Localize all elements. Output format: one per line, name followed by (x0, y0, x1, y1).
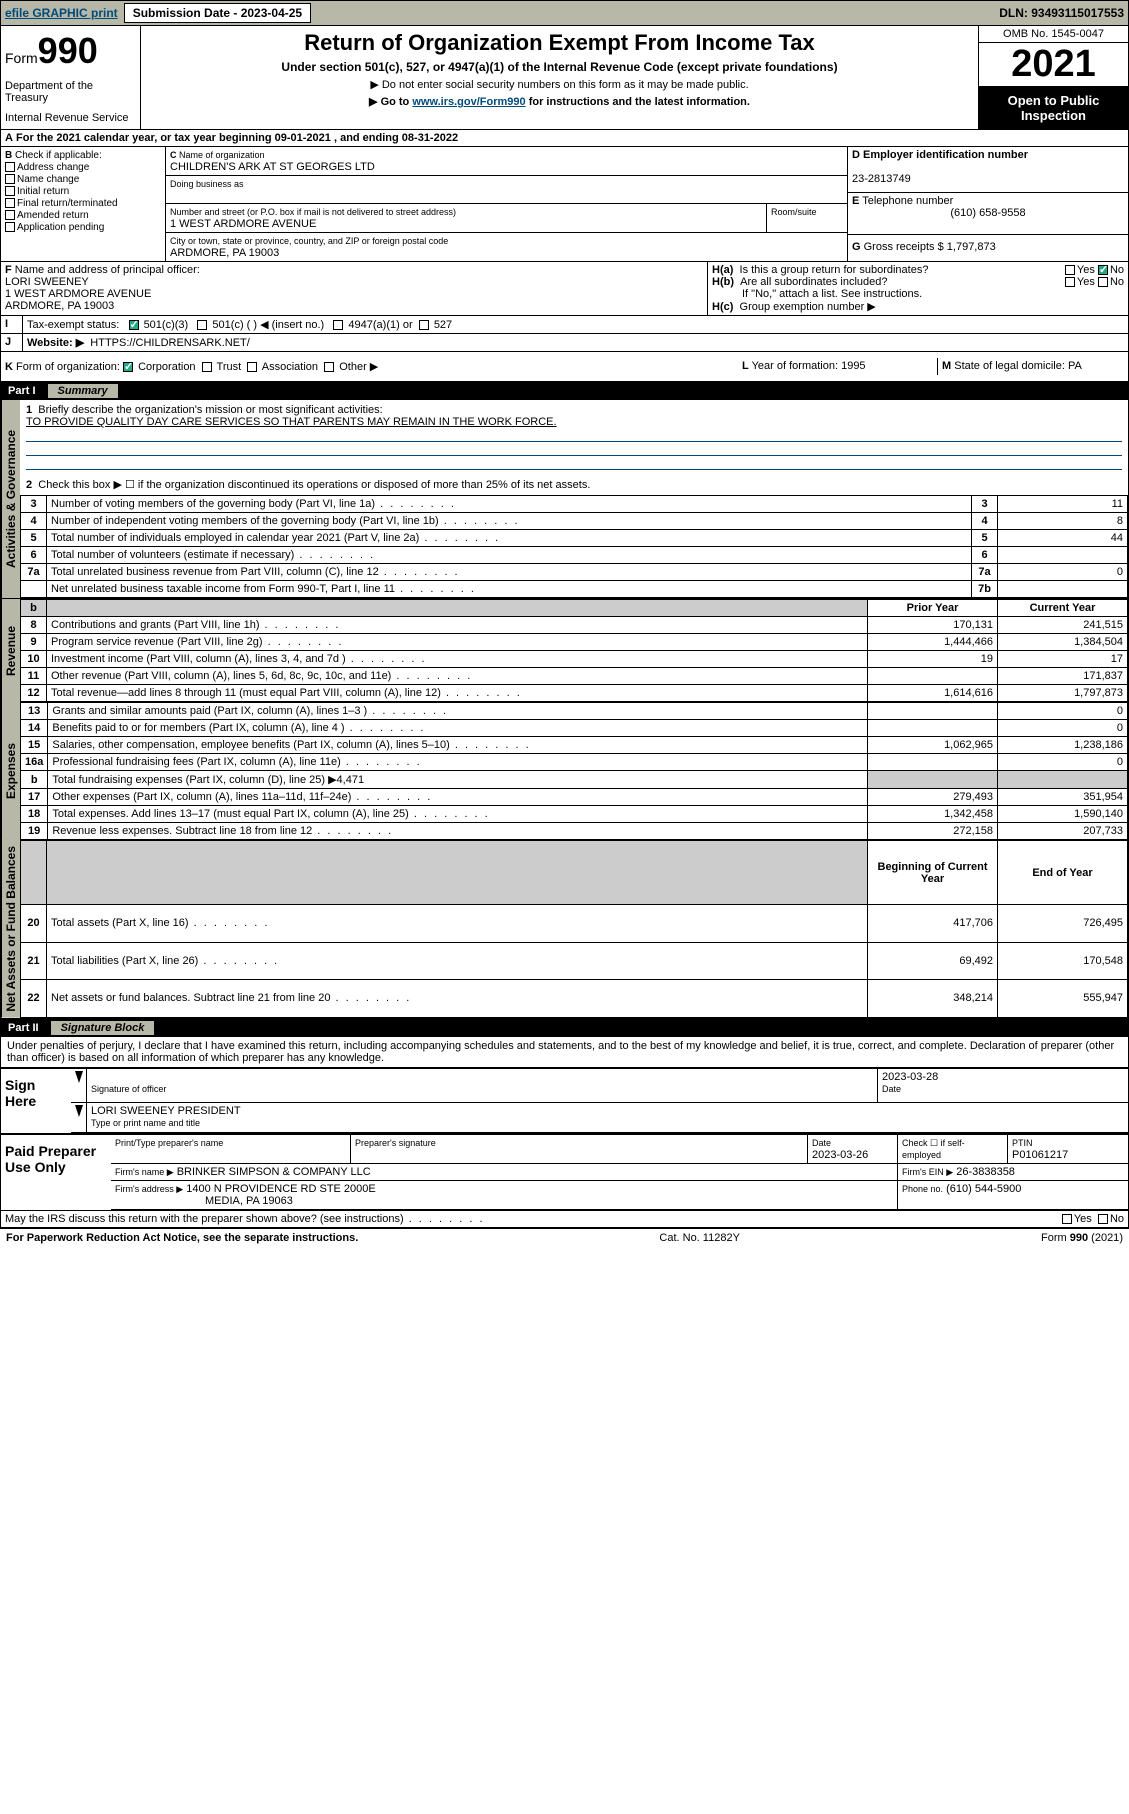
table-row: bTotal fundraising expenses (Part IX, co… (21, 771, 1128, 789)
irs-label: Internal Revenue Service (5, 112, 136, 124)
gov-table: 3Number of voting members of the governi… (20, 495, 1128, 598)
table-row: 10Investment income (Part VIII, column (… (21, 651, 1128, 668)
table-row: 14Benefits paid to or for members (Part … (21, 720, 1128, 737)
arrow-icon (75, 1105, 83, 1117)
tab-revenue: Revenue (1, 599, 20, 702)
org-street: 1 WEST ARDMORE AVENUE (170, 218, 316, 230)
line-klm: K Form of organization: Corporation Trus… (0, 352, 1129, 382)
page-footer: For Paperwork Reduction Act Notice, see … (0, 1228, 1129, 1247)
ein: 23-2813749 (852, 173, 911, 185)
tab-governance: Activities & Governance (1, 400, 20, 598)
gross-receipts: 1,797,873 (947, 241, 996, 253)
officer-group-block: F Name and address of principal officer:… (0, 262, 1129, 316)
website-url[interactable]: HTTPS://CHILDRENSARK.NET/ (90, 337, 250, 349)
table-row: 6Total number of volunteers (estimate if… (21, 547, 1128, 564)
tab-expenses: Expenses (1, 702, 20, 840)
phone: (610) 658-9558 (852, 207, 1124, 219)
table-row: 11Other revenue (Part VIII, column (A), … (21, 668, 1128, 685)
part2-header: Part II Signature Block (0, 1019, 1129, 1037)
org-info-block: B Check if applicable: Address change Na… (0, 147, 1129, 262)
irs-link[interactable]: www.irs.gov/Form990 (412, 96, 525, 108)
line-j-website: J Website: ▶ HTTPS://CHILDRENSARK.NET/ (0, 334, 1129, 352)
open-public: Open to Public Inspection (979, 87, 1128, 129)
officer-printed: LORI SWEENEY PRESIDENT (91, 1105, 241, 1117)
mission-text: TO PROVIDE QUALITY DAY CARE SERVICES SO … (26, 416, 557, 428)
table-row: 22Net assets or fund balances. Subtract … (21, 980, 1128, 1018)
form-subtitle: Under section 501(c), 527, or 4947(a)(1)… (145, 60, 974, 74)
paid-preparer-block: Paid Preparer Use Only Print/Type prepar… (0, 1134, 1129, 1211)
table-row: 8Contributions and grants (Part VIII, li… (21, 617, 1128, 634)
table-row: 13Grants and similar amounts paid (Part … (21, 703, 1128, 720)
table-row: 9Program service revenue (Part VIII, lin… (21, 634, 1128, 651)
omb-number: OMB No. 1545-0047 (979, 26, 1128, 43)
top-bar: efile GRAPHIC print Submission Date - 20… (0, 0, 1129, 26)
line-a-period: A For the 2021 calendar year, or tax yea… (0, 130, 1129, 147)
part1-header: Part I Summary (0, 382, 1129, 400)
netassets-table: Beginning of Current Year End of Year 20… (20, 840, 1128, 1018)
note-ssn: ▶ Do not enter social security numbers o… (145, 78, 974, 91)
tab-netassets: Net Assets or Fund Balances (1, 840, 20, 1018)
revenue-table: b Prior Year Current Year 8Contributions… (20, 599, 1128, 702)
officer-name: LORI SWEENEY (5, 276, 89, 288)
table-row: 17Other expenses (Part IX, column (A), l… (21, 789, 1128, 806)
org-name: CHILDREN'S ARK AT ST GEORGES LTD (170, 161, 375, 173)
table-row: 5Total number of individuals employed in… (21, 530, 1128, 547)
tax-year: 2021 (979, 43, 1128, 87)
expenses-table: 13Grants and similar amounts paid (Part … (20, 702, 1128, 840)
table-row: 19Revenue less expenses. Subtract line 1… (21, 823, 1128, 840)
table-row: Net unrelated business taxable income fr… (21, 581, 1128, 598)
form-header: Form990 Department of the Treasury Inter… (0, 26, 1129, 130)
table-row: 18Total expenses. Add lines 13–17 (must … (21, 806, 1128, 823)
table-row: 15Salaries, other compensation, employee… (21, 737, 1128, 754)
firm-name: BRINKER SIMPSON & COMPANY LLC (177, 1166, 371, 1178)
box-b: B Check if applicable: Address change Na… (1, 147, 166, 261)
efile-label[interactable]: efile GRAPHIC print (5, 6, 118, 20)
form-number: Form990 (5, 30, 136, 72)
table-row: 20Total assets (Part X, line 16)417,7067… (21, 905, 1128, 943)
table-row: 3Number of voting members of the governi… (21, 496, 1128, 513)
table-row: 12Total revenue—add lines 8 through 11 (… (21, 685, 1128, 702)
table-row: 4Number of independent voting members of… (21, 513, 1128, 530)
sign-here-block: Sign Here Signature of officer 2023-03-2… (0, 1067, 1129, 1134)
arrow-icon (75, 1071, 83, 1083)
ptin: P01061217 (1012, 1149, 1068, 1161)
line-i-status: I Tax-exempt status: 501(c)(3) 501(c) ( … (0, 316, 1129, 334)
section-governance: Activities & Governance 1 Briefly descri… (0, 400, 1129, 598)
org-city: ARDMORE, PA 19003 (170, 247, 279, 259)
table-row: 21Total liabilities (Part X, line 26)69,… (21, 942, 1128, 980)
dept-treasury: Department of the Treasury (5, 80, 136, 104)
note-link: ▶ Go to www.irs.gov/Form990 for instruct… (145, 95, 974, 108)
submission-date: Submission Date - 2023-04-25 (124, 3, 311, 23)
dln: DLN: 93493115017553 (999, 6, 1124, 20)
table-row: 7aTotal unrelated business revenue from … (21, 564, 1128, 581)
discuss-row: May the IRS discuss this return with the… (0, 1211, 1129, 1228)
declaration-text: Under penalties of perjury, I declare th… (0, 1037, 1129, 1067)
form-title: Return of Organization Exempt From Incom… (145, 30, 974, 56)
table-row: 16aProfessional fundraising fees (Part I… (21, 754, 1128, 771)
